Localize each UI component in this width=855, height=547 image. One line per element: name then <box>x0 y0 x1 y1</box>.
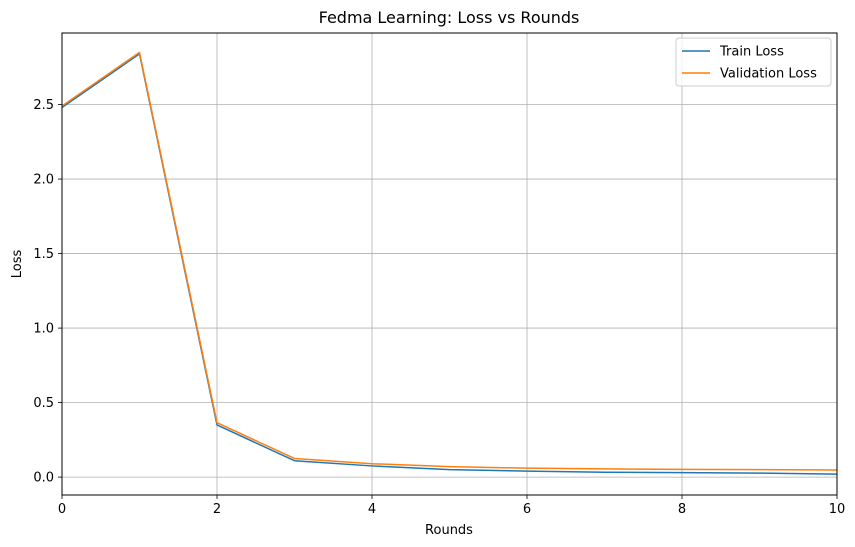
x-tick-label: 8 <box>678 502 686 517</box>
series-lines <box>61 51 838 475</box>
x-tick-label: 4 <box>368 502 376 517</box>
x-axis-ticks: 0 2 4 6 8 10 <box>58 495 845 517</box>
y-tick-label: 1.5 <box>33 247 54 262</box>
x-tick-label: 2 <box>213 502 221 517</box>
y-tick-label: 1.0 <box>33 322 54 337</box>
legend-box <box>675 37 832 87</box>
x-axis-label: Rounds <box>425 523 473 538</box>
chart-title: Fedma Learning: Loss vs Rounds <box>319 8 580 27</box>
grid <box>61 33 838 495</box>
y-axis-label: Loss <box>10 250 25 279</box>
y-tick-label: 0.0 <box>33 471 54 486</box>
y-axis-ticks: 0.0 0.5 1.0 1.5 2.0 2.5 <box>33 98 62 486</box>
series-line-validation-loss <box>61 51 838 471</box>
x-tick-label: 6 <box>523 502 531 517</box>
x-tick-label: 0 <box>58 502 66 517</box>
legend-label-train-loss: Train Loss <box>719 45 784 60</box>
y-tick-label: 2.0 <box>33 173 54 188</box>
legend: Train Loss Validation Loss <box>675 37 832 87</box>
y-tick-label: 2.5 <box>33 98 54 113</box>
legend-label-validation-loss: Validation Loss <box>720 67 817 82</box>
x-tick-label: 10 <box>829 502 846 517</box>
y-tick-label: 0.5 <box>33 396 54 411</box>
plot-frame <box>61 32 838 496</box>
